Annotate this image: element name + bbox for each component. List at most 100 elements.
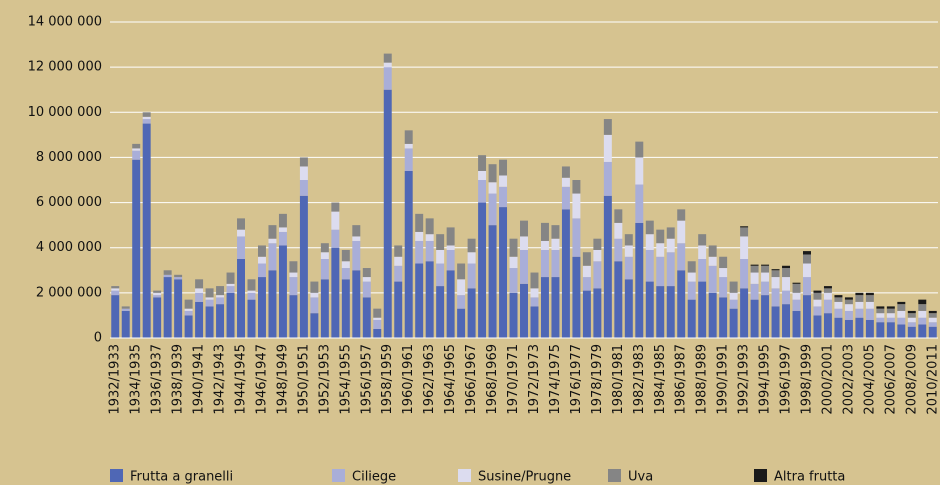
x-tick-label: 1956/1957	[359, 344, 374, 415]
legend-label: Uva	[628, 470, 653, 485]
bar-segment	[687, 281, 696, 300]
x-tick-label: 1954/1955	[338, 344, 353, 415]
bar-segment	[771, 288, 780, 307]
x-tick-label: 1934/1935	[129, 344, 144, 415]
bar-segment	[226, 286, 235, 293]
bar-segment	[404, 143, 413, 149]
bar-segment	[572, 193, 581, 219]
bar-segment	[593, 288, 602, 338]
bar-segment	[928, 326, 937, 338]
bar-segment	[394, 265, 403, 282]
bar-segment	[677, 209, 686, 221]
bar-segment	[257, 277, 266, 338]
x-tick-label: 2006/2007	[883, 344, 898, 415]
bar-segment	[331, 229, 340, 248]
bar-segment	[268, 270, 277, 338]
x-tick-label: 2010/2011	[925, 344, 940, 415]
bar-segment	[834, 308, 843, 318]
bar-segment	[771, 270, 780, 278]
bar-segment	[299, 195, 308, 338]
bar-segment	[436, 249, 445, 264]
bar-segment	[792, 283, 801, 293]
bar-segment	[278, 213, 287, 228]
bar-segment	[666, 227, 675, 239]
bar-segment	[383, 62, 392, 68]
bar-segment	[216, 295, 225, 298]
bar-segment	[278, 231, 287, 246]
bar-segment	[614, 222, 623, 239]
bar-segment	[362, 281, 371, 298]
bar-segment	[907, 310, 916, 314]
bar-segment	[341, 249, 350, 262]
bar-segment	[792, 282, 801, 284]
bar-segment	[656, 256, 665, 287]
x-tick-label: 1976/1977	[569, 344, 584, 415]
bar-segment	[865, 319, 874, 338]
bar-segment	[163, 270, 172, 275]
bar-segment	[247, 279, 256, 291]
bar-segment	[918, 310, 927, 318]
bar-segment	[582, 277, 591, 291]
x-tick-label: 1996/1997	[779, 344, 794, 415]
bar-segment	[666, 252, 675, 287]
x-tick-label: 1962/1963	[422, 344, 437, 415]
bar-segment	[509, 256, 518, 269]
bar-segment	[886, 317, 895, 323]
bar-segment	[436, 263, 445, 287]
bar-segment	[813, 299, 822, 307]
bar-segment	[561, 177, 570, 187]
bar-segment	[310, 313, 319, 338]
bar-segment	[530, 272, 539, 289]
bar-segment	[299, 180, 308, 196]
bar-segment	[897, 324, 906, 338]
bar-segment	[499, 186, 508, 208]
bar-segment	[121, 306, 130, 309]
bar-segment	[719, 256, 728, 269]
bar-segment	[540, 222, 549, 241]
bar-segment	[834, 301, 843, 309]
bar-segment	[509, 238, 518, 257]
x-tick-label: 1974/1975	[548, 344, 563, 415]
bar-segment	[677, 220, 686, 244]
bar-segment	[834, 297, 843, 302]
legend-swatch	[458, 469, 471, 482]
bar-segment	[362, 268, 371, 278]
bar-segment	[593, 261, 602, 289]
bar-segment	[561, 209, 570, 338]
bar-segment	[740, 259, 749, 289]
bar-segment	[446, 249, 455, 271]
bar-segment	[142, 123, 151, 338]
bar-segment	[394, 245, 403, 257]
bar-segment	[761, 295, 770, 338]
bar-segment	[163, 274, 172, 278]
x-tick-label: 1944/1945	[234, 344, 249, 415]
bar-segment	[907, 326, 916, 338]
legend-swatch	[110, 469, 123, 482]
legend-swatch	[754, 469, 767, 482]
bar-segment	[205, 299, 214, 307]
x-tick-label: 2000/2001	[820, 344, 835, 415]
bar-segment	[855, 292, 864, 296]
bar-segment	[153, 295, 162, 298]
bar-segment	[415, 213, 424, 232]
bar-segment	[289, 295, 298, 338]
x-tick-label: 1998/1999	[799, 344, 814, 415]
bar-segment	[310, 292, 319, 298]
bar-segment	[603, 161, 612, 196]
bar-segment	[698, 281, 707, 338]
bar-segment	[834, 295, 843, 298]
bar-segment	[499, 159, 508, 176]
bar-segment	[352, 270, 361, 338]
bar-segment	[593, 238, 602, 250]
x-tick-label: 1960/1961	[401, 344, 416, 415]
bar-segment	[823, 292, 832, 300]
bar-segment	[918, 317, 927, 325]
bar-segment	[268, 225, 277, 239]
bar-segment	[687, 261, 696, 273]
bar-segment	[394, 256, 403, 266]
bar-segment	[886, 313, 895, 318]
bar-segment	[499, 175, 508, 187]
x-tick-label: 1992/1993	[737, 344, 752, 415]
bar-segment	[708, 292, 717, 338]
